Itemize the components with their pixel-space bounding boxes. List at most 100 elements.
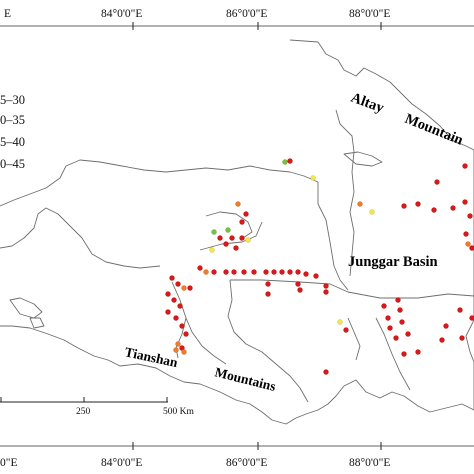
- legend-label-4: 0–45: [0, 157, 25, 171]
- sample-point: [231, 269, 237, 275]
- legend-label-3: 5–40: [0, 135, 25, 149]
- sample-point: [465, 241, 471, 247]
- lon-label-bottom-84: 84°0'0"E: [101, 457, 142, 469]
- sample-point: [399, 319, 405, 325]
- sample-point: [241, 269, 247, 275]
- sample-point: [393, 335, 399, 341]
- sample-point: [415, 201, 421, 207]
- sample-point: [173, 347, 179, 353]
- scale-bar-mid-label: 250: [76, 407, 91, 417]
- sample-point: [209, 247, 215, 253]
- sample-point: [265, 281, 271, 287]
- sample-point: [450, 205, 456, 211]
- sample-point: [287, 158, 293, 164]
- sample-point: [295, 269, 301, 275]
- legend-label-1: 5–30: [0, 93, 25, 107]
- sample-point: [395, 297, 401, 303]
- sample-point: [282, 159, 288, 165]
- sample-point: [181, 349, 187, 355]
- sample-point: [265, 291, 271, 297]
- sample-point: [381, 303, 387, 309]
- sample-point: [462, 163, 468, 169]
- lon-label-bottom-partial: 0"E: [0, 457, 17, 469]
- sample-point: [297, 287, 303, 293]
- sample-point: [263, 269, 269, 275]
- region-outline: [0, 39, 474, 425]
- sample-point: [175, 341, 181, 347]
- sample-point: [405, 331, 411, 337]
- sample-point: [343, 327, 349, 333]
- altay-label-2: Mountain: [403, 111, 466, 149]
- sample-point: [239, 219, 245, 225]
- sample-point: [229, 235, 235, 241]
- legend: 5–30 0–35 5–40 0–45: [0, 93, 25, 171]
- sample-point: [357, 201, 363, 207]
- sample-point: [469, 245, 474, 251]
- sample-point: [279, 269, 285, 275]
- lon-label-top-84: 84°0'0"E: [101, 8, 142, 20]
- sample-point: [463, 231, 469, 237]
- scale-bar-end-label: 500 Km: [163, 407, 194, 417]
- sample-point: [187, 285, 193, 291]
- junggar-basin-label: Junggar Basin: [348, 254, 438, 270]
- sample-point: [197, 265, 203, 271]
- sample-point: [323, 369, 329, 375]
- sample-point: [165, 309, 171, 315]
- sample-point: [397, 307, 403, 313]
- lon-label-top-partial: E: [4, 8, 11, 20]
- sample-point: [235, 201, 241, 207]
- sample-point: [287, 269, 293, 275]
- graticule-ticks: [0, 22, 474, 450]
- sample-point: [211, 269, 217, 275]
- sample-point: [245, 237, 251, 243]
- sample-point: [443, 323, 449, 329]
- sample-points: [165, 158, 474, 375]
- sample-point: [171, 297, 177, 303]
- sample-point: [211, 229, 217, 235]
- tianshan-label-2: Mountains: [213, 364, 277, 394]
- sample-point: [217, 235, 223, 241]
- sample-point: [175, 281, 181, 287]
- sample-point: [225, 227, 231, 233]
- sample-point: [169, 275, 175, 281]
- sample-point: [467, 213, 473, 219]
- sample-point: [323, 289, 329, 295]
- sample-point: [177, 303, 183, 309]
- sample-point: [385, 315, 391, 321]
- sample-point: [179, 323, 185, 329]
- sample-point: [462, 199, 468, 205]
- sample-point: [323, 283, 329, 289]
- sample-point: [434, 179, 440, 185]
- sample-point: [310, 175, 316, 181]
- lon-label-bottom-88: 88°0'0"E: [349, 457, 390, 469]
- sample-point: [223, 241, 229, 247]
- sample-point: [181, 285, 187, 291]
- sample-point: [165, 291, 171, 297]
- sample-point: [233, 245, 239, 251]
- sample-point: [203, 269, 209, 275]
- boundaries: [0, 39, 474, 425]
- sample-point: [173, 315, 179, 321]
- sample-point: [223, 269, 229, 275]
- legend-label-2: 0–35: [0, 113, 25, 127]
- sample-point: [251, 269, 257, 275]
- sample-point: [243, 211, 249, 217]
- sample-point: [337, 319, 343, 325]
- sample-point: [295, 281, 301, 287]
- sample-point: [415, 349, 421, 355]
- scale-bar: 250 500 Km: [0, 397, 194, 417]
- sample-point: [401, 351, 407, 357]
- sample-point: [313, 273, 319, 279]
- sample-point: [271, 269, 277, 275]
- tianshan-label-1: Tianshan: [123, 344, 179, 370]
- sample-point: [387, 325, 393, 331]
- altay-label-1: Altay: [349, 90, 387, 117]
- sample-point: [459, 335, 465, 341]
- sample-point: [439, 337, 445, 343]
- sample-point: [457, 307, 463, 313]
- lon-label-top-88: 88°0'0"E: [349, 8, 390, 20]
- lon-label-bottom-86: 86°0'0"E: [226, 457, 267, 469]
- sample-point: [401, 203, 407, 209]
- sample-point: [183, 331, 189, 337]
